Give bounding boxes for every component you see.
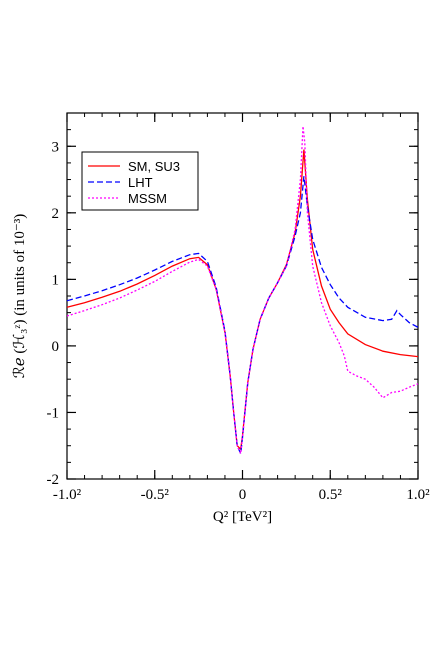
y-tick-label: -2: [47, 472, 60, 488]
legend-label: MSSM: [128, 191, 167, 206]
x-axis-title: Q² [TeV²]: [213, 509, 272, 525]
y-tick-label: 0: [52, 339, 60, 355]
series-layer: [66, 126, 419, 457]
legend-box: [81, 151, 199, 211]
legend-label: SM, SU3: [128, 159, 180, 174]
y-tick-label: 1: [52, 272, 60, 288]
x-tick-label: 0.5²: [319, 487, 343, 503]
y-tick-label: 2: [52, 206, 60, 222]
y-tick-label: -1: [47, 405, 60, 421]
y-axis-title: ℛℯ (ℋ₃ᶻ) (in units of 10⁻³): [12, 214, 28, 379]
legend-label: LHT: [128, 175, 153, 190]
series-line-2: [66, 126, 419, 457]
x-tick-label: -0.5²: [141, 487, 170, 503]
y-tick-label: 3: [52, 139, 60, 155]
x-tick-label: 0: [239, 487, 247, 503]
series-line-1: [66, 176, 419, 457]
x-tick-label: 1.0²: [406, 487, 430, 503]
x-tick-label: -1.0²: [53, 487, 82, 503]
ticks: -1.0² -0.5² 0 0.5² 1.0² 3 2 1 0 -1 -2: [47, 112, 430, 503]
